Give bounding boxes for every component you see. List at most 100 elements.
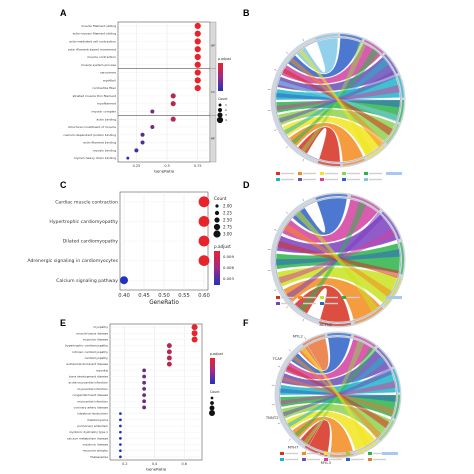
chord-gene-tick	[285, 211, 289, 214]
chord-legend-text-placeholder	[281, 178, 294, 181]
chord-legend-swatch	[276, 172, 280, 175]
category-label: pulmonary embolism	[77, 424, 108, 428]
category-label: muscular atrophy	[83, 449, 109, 453]
panel-letter-f: F	[243, 318, 249, 328]
chord-sector-arc	[397, 75, 404, 98]
chord-gene-label: MYL2	[293, 334, 304, 339]
chord-gene-tick	[285, 51, 289, 54]
chord-ribbon	[282, 367, 393, 417]
chord-ribbon	[303, 340, 365, 444]
chord-sector-arc	[304, 445, 328, 457]
data-point	[194, 77, 201, 84]
x-tick-label: 0.6	[181, 462, 186, 466]
chord-ribbon	[281, 43, 382, 85]
panel-letter-e: E	[60, 318, 67, 328]
data-point	[134, 148, 139, 153]
x-tick-label: 0.4	[152, 462, 157, 466]
chord-gene-tick	[273, 129, 277, 131]
data-point	[119, 412, 122, 415]
x-tick-label: 0.5	[164, 164, 169, 168]
chord-legend-text-placeholder	[281, 296, 294, 299]
category-label: acute myocardial infarction	[68, 381, 108, 385]
legend-size-label: 2.50	[223, 218, 232, 223]
category-label: striated muscle thin filament	[73, 94, 117, 98]
chord-ribbon	[298, 49, 373, 156]
chord-gene-tick	[277, 422, 281, 425]
category-label: myosin heavy chain binding	[74, 156, 116, 160]
legend-title-count: Count	[218, 97, 228, 101]
chord-sector-arc	[340, 34, 363, 41]
chord-ribbon	[286, 212, 384, 300]
chord-ribbon	[287, 37, 362, 78]
category-label: sarcomere	[100, 71, 116, 75]
chord-gene-tick	[288, 438, 292, 441]
data-point	[140, 132, 145, 137]
chord-legend-text-placeholder	[303, 172, 316, 175]
legend-colorbar-tick: 0.006	[223, 265, 234, 270]
chord-legend-text-placeholder	[303, 178, 316, 181]
legend-title-padj: p.adjust	[218, 57, 232, 61]
chord-sector-arc	[364, 39, 384, 54]
data-point	[140, 140, 145, 145]
chord-legend-swatch	[324, 452, 328, 455]
data-point	[119, 424, 122, 428]
chord-legend-swatch	[298, 178, 302, 181]
data-point	[142, 399, 147, 404]
chord-legend-text-placeholder	[325, 302, 338, 305]
chord-panel-d	[267, 192, 406, 328]
x-tick-label: 0.40	[118, 293, 130, 299]
chord-legend-swatch	[302, 458, 306, 461]
category-label: myotonic disease	[83, 443, 109, 447]
legend-size-label: 2.75	[223, 225, 232, 230]
data-point	[142, 393, 147, 397]
data-point	[120, 276, 128, 285]
category-label: myofibril	[103, 78, 116, 82]
category-label: calcium-dependent protein binding	[63, 133, 116, 137]
chord-ribbon	[297, 126, 341, 163]
legend-size-label: 4	[225, 118, 227, 122]
category-label: hypertrophic cardiomyopathy	[65, 344, 108, 348]
chord-ribbon	[278, 229, 396, 284]
chord-sector-arc	[381, 211, 401, 240]
category-label: myositis	[96, 368, 109, 372]
chord-legend-swatch	[298, 302, 302, 305]
chord-ribbon	[290, 336, 351, 374]
chord-sector-arc	[398, 99, 404, 123]
category-label: actin-mediated cell contraction	[69, 39, 116, 43]
chord-sector-arc	[327, 333, 352, 337]
chord-legend-text-placeholder	[307, 452, 320, 455]
chord-ribbon	[292, 355, 382, 439]
category-label: myotonic dystrophy type 1	[69, 430, 108, 434]
chord-gene-tick	[302, 38, 305, 42]
chord-inner-ring	[275, 37, 401, 163]
legend-size-label: 2	[225, 108, 227, 112]
data-point	[142, 405, 147, 410]
chord-gene-tick	[277, 365, 281, 368]
chord-legend-swatch	[280, 458, 284, 461]
data-point	[166, 355, 172, 361]
data-point	[170, 93, 176, 99]
x-tick-label: 0.75	[194, 164, 202, 168]
legend-colorbar-tick: 0.009	[223, 254, 234, 259]
category-label: contractile fiber	[92, 86, 117, 90]
data-point	[119, 443, 122, 446]
chord-gene-tick	[288, 349, 292, 352]
chord-sector-arc	[342, 158, 365, 166]
chord-ribbon	[280, 380, 396, 405]
category-label: structural constituent of muscle	[68, 125, 116, 129]
chord-sector-arc	[350, 195, 381, 211]
chord-gene-tick	[273, 289, 277, 291]
chord-gene-tick	[304, 336, 307, 340]
chord-legend-swatch	[342, 296, 346, 299]
x-tick-label: 0.55	[178, 293, 190, 299]
category-label: muscle system process	[81, 63, 116, 67]
chord-legend-text-placeholder	[369, 172, 382, 175]
chord-legend-swatch	[346, 452, 350, 455]
chord-legend-swatch	[276, 296, 280, 299]
chord-legend-text-placeholder	[329, 458, 342, 461]
category-label: autosomal dominant disease	[66, 362, 108, 366]
facet-strip	[209, 115, 217, 163]
data-point	[166, 361, 172, 367]
dotplot-panel-e: 0.2 0.4 0.6 GeneRatio myopathy muscle tissue …	[65, 323, 224, 471]
